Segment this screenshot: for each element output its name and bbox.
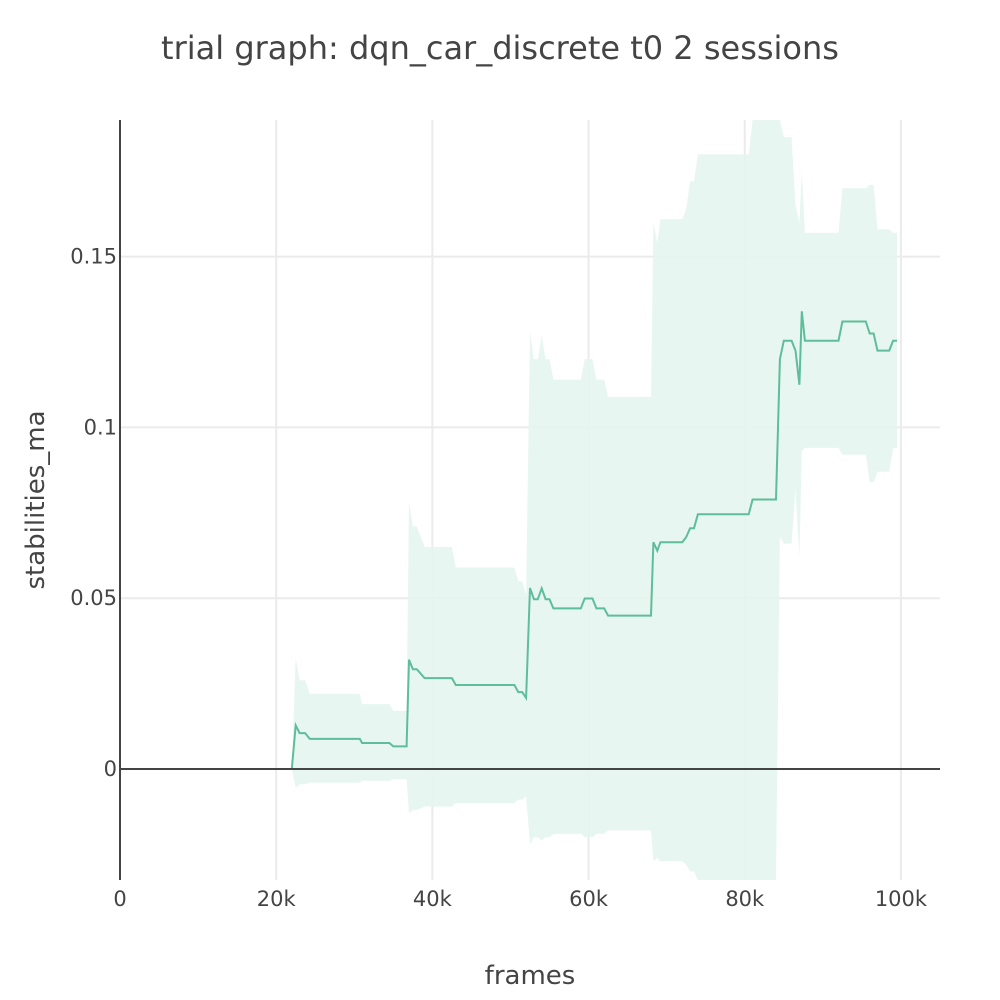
axes (119, 120, 940, 880)
chart-title: trial graph: dqn_car_discrete t0 2 sessi… (161, 29, 839, 67)
x-tick-label: 40k (413, 887, 453, 911)
y-tick-label: 0.1 (84, 415, 117, 439)
y-axis-title: stabilities_ma (21, 410, 51, 589)
y-tick-label: 0 (104, 757, 117, 781)
x-tick-label: 60k (569, 887, 609, 911)
x-tick-label: 100k (875, 887, 928, 911)
tick-labels: 0 20k 40k 60k 80k 100k 0 0.05 0.1 0.15 (70, 245, 928, 911)
series-line (120, 311, 897, 770)
x-tick-label: 20k (257, 887, 297, 911)
x-axis-title: frames (485, 961, 576, 991)
y-tick-label: 0.05 (70, 586, 117, 610)
y-tick-label: 0.15 (70, 245, 117, 269)
x-tick-label: 0 (113, 887, 126, 911)
confidence-band (120, 120, 897, 880)
x-tick-label: 80k (725, 887, 765, 911)
